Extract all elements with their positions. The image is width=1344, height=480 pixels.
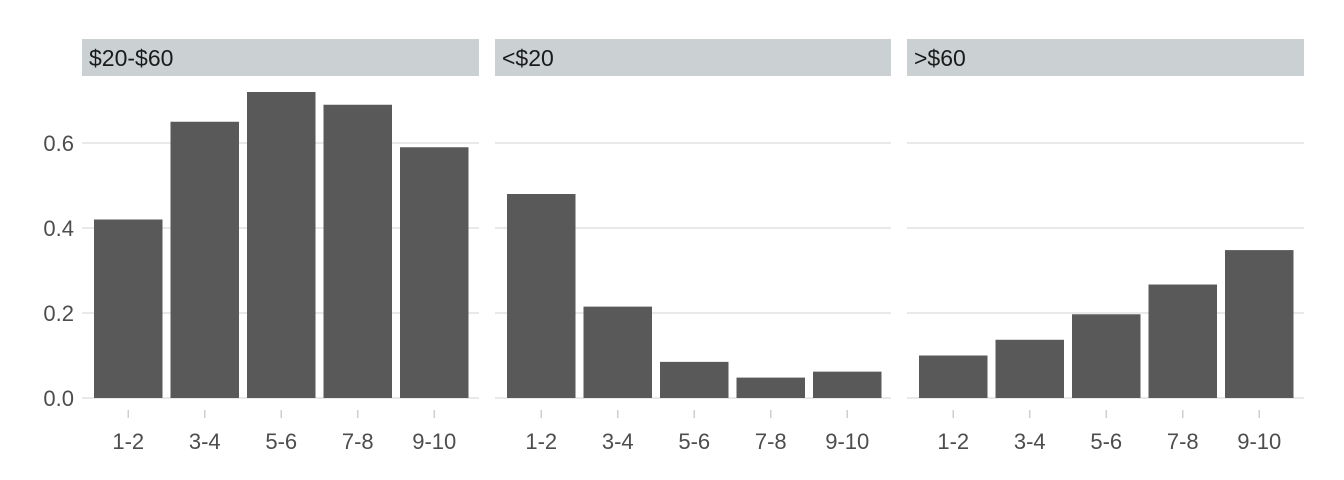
facet-strip [82, 39, 479, 76]
bar [94, 219, 163, 398]
bar [1072, 314, 1141, 398]
facet-panel: >$60 1-2 3-4 5-6 7-8 9-10 [907, 39, 1304, 454]
facet-strip [495, 39, 891, 76]
x-tick-label: 5-6 [265, 429, 297, 454]
x-tick-label: 1-2 [525, 429, 557, 454]
bar [813, 371, 882, 398]
bar [1148, 284, 1217, 398]
bar [1225, 250, 1294, 398]
x-tick-label: 3-4 [602, 429, 634, 454]
facet-strip-label: >$60 [914, 45, 966, 71]
bar [507, 194, 576, 398]
y-tick-label: 0.2 [43, 301, 74, 326]
bar [583, 306, 652, 398]
x-tick-label: 5-6 [1090, 429, 1122, 454]
y-tick-label: 0.4 [43, 216, 74, 241]
x-tick-label: 9-10 [1237, 429, 1281, 454]
facet-strip-label: $20-$60 [89, 45, 173, 71]
y-axis: 0.0 0.2 0.4 0.6 [43, 131, 74, 411]
x-tick-label: 1-2 [112, 429, 144, 454]
x-tick-label: 7-8 [1167, 429, 1199, 454]
bar [736, 377, 805, 398]
x-tick-label: 3-4 [189, 429, 221, 454]
bar [323, 104, 392, 398]
x-tick-label: 3-4 [1014, 429, 1046, 454]
bar [660, 361, 729, 398]
bar [995, 339, 1064, 398]
bar [170, 121, 239, 398]
facet-panel: $20-$60 1-2 3-4 5-6 7-8 9-10 [82, 39, 479, 454]
facets: $20-$60 1-2 3-4 5-6 7-8 9-10 <$20 1-2 3-4 5-6 7-8 9… [82, 39, 1304, 454]
facet-strip [907, 39, 1304, 76]
bar [400, 147, 469, 398]
facet-strip-label: <$20 [502, 45, 554, 71]
x-tick-label: 7-8 [755, 429, 787, 454]
bar [247, 92, 316, 398]
y-tick-label: 0.0 [43, 386, 74, 411]
x-tick-label: 1-2 [937, 429, 969, 454]
x-tick-label: 7-8 [342, 429, 374, 454]
facet-panel: <$20 1-2 3-4 5-6 7-8 9-10 [495, 39, 891, 454]
x-tick-label: 5-6 [678, 429, 710, 454]
bar [919, 355, 988, 398]
y-tick-label: 0.6 [43, 131, 74, 156]
x-tick-label: 9-10 [412, 429, 456, 454]
x-tick-label: 9-10 [825, 429, 869, 454]
